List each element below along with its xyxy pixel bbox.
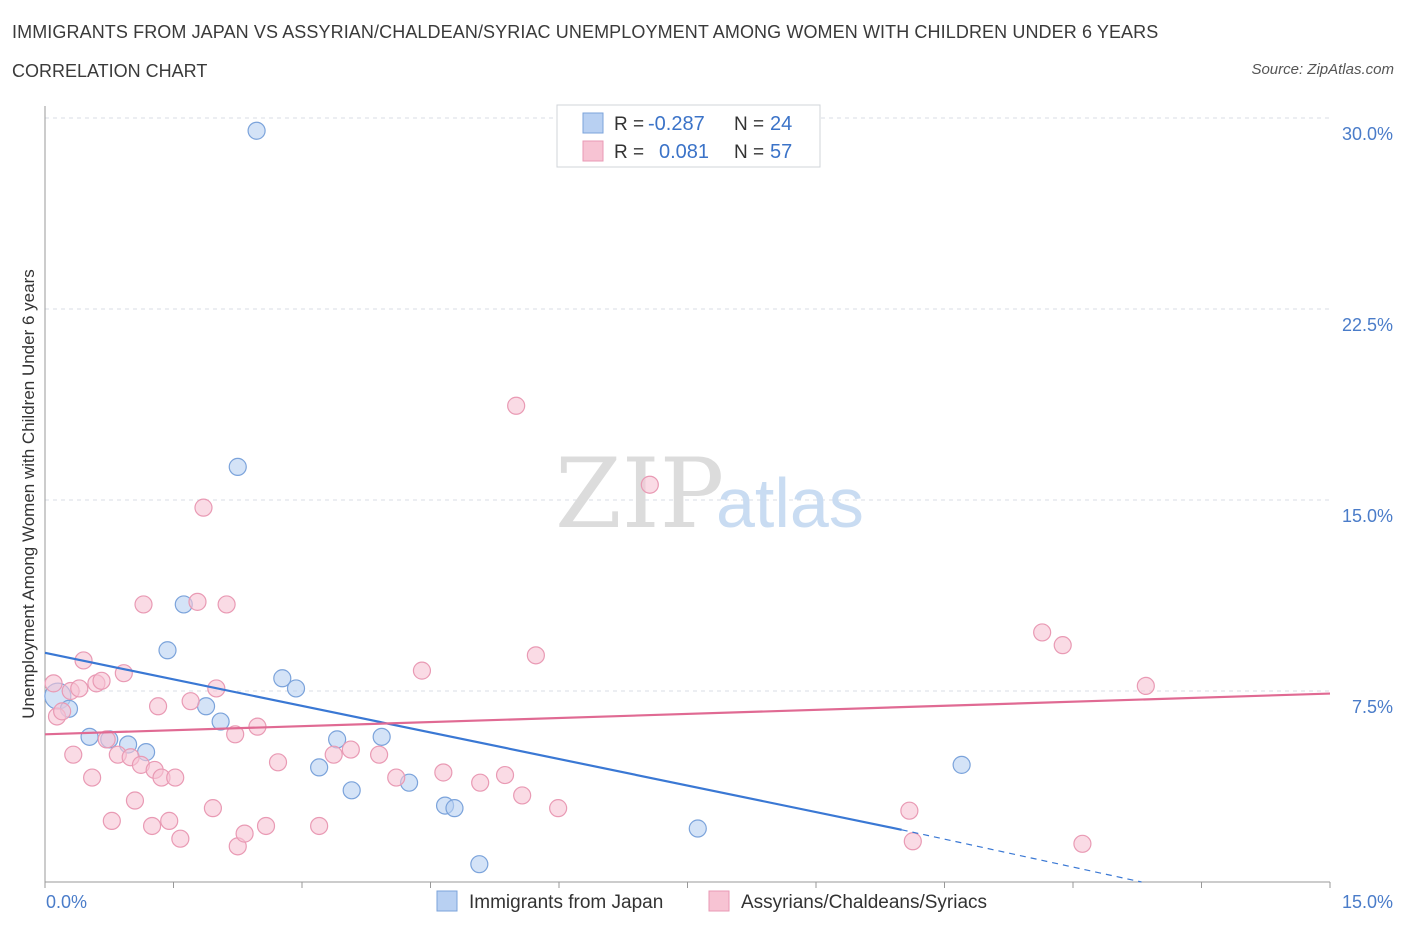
assyrian-point-26 [188,592,207,611]
japan-point-6 [158,641,177,660]
assyrian-point-45 [495,765,515,785]
assyrian-point-40 [370,745,389,764]
bottom-legend-label-pink: Assyrians/Chaldeans/Syriacs [741,892,987,913]
assyrian-point-49 [549,799,568,818]
legend-n-value-1: 24 [770,113,792,135]
assyrian-point-15 [125,791,145,810]
watermark: ZIP atlas [555,438,864,550]
x-tick-label-1: 15.0% [1342,892,1393,912]
data-points [44,121,1155,874]
assyrian-point-2 [53,702,72,721]
assyrian-point-33 [235,824,254,843]
assyrian-point-31 [226,725,245,744]
assyrian-point-18 [142,816,162,836]
assyrian-point-35 [256,816,276,836]
assyrian-point-36 [268,753,288,772]
assyrian-point-50 [640,475,659,494]
legend-r-value-2: 0.081 [659,141,709,163]
source-label: Source: ZipAtlas.com [1251,61,1394,78]
y-tick-labels: 7.5% 15.0% 22.5% 30.0% [1342,124,1393,717]
assyrian-point-37 [310,816,329,836]
assyrian-point-30 [217,595,236,614]
legend-n-label-2: N = [734,142,764,163]
japan-point-10 [228,457,247,476]
assyrian-trendline [44,692,1331,736]
assyrian-point-20 [148,697,168,716]
assyrian-point-55 [1073,834,1092,853]
assyrian-point-43 [434,763,453,782]
axes [44,106,1331,888]
gridlines [45,117,1330,692]
japan-point-9 [211,712,230,731]
japan-point-21 [470,855,489,874]
watermark-zip: ZIP [555,438,724,550]
japan-point-17 [372,727,391,746]
chart-title: IMMIGRANTS FROM JAPAN VS ASSYRIAN/CHALDE… [12,22,1159,42]
assyrian-point-48 [526,646,545,665]
assyrian-point-23 [166,768,185,787]
assyrian-point-5 [70,679,89,698]
assyrian-point-24 [171,829,190,848]
japan-point-22 [688,819,707,838]
bottom-legend-swatch-blue [436,890,458,912]
watermark-atlas: atlas [716,464,864,542]
legend-swatch-blue [582,112,604,134]
assyrian-point-54 [1053,636,1072,655]
trendlines [44,651,1331,883]
assyrian-point-4 [64,745,83,764]
assyrian-point-25 [181,692,200,711]
legend-n-value-2: 57 [770,141,792,163]
bottom-legend: Immigrants from Japan Assyrians/Chaldean… [436,890,987,913]
x-tick-labels: 0.0% 15.0% [46,892,1393,912]
assyrian-point-53 [1033,623,1052,642]
japan-point-11 [247,121,266,140]
y-tick-label-0: 7.5% [1352,697,1393,717]
assyrian-point-39 [341,740,360,759]
assyrian-point-47 [513,786,532,805]
assyrian-point-38 [324,745,343,764]
chart-subtitle: CORRELATION CHART [12,61,208,81]
assyrian-point-7 [83,768,102,787]
y-tick-label-1: 15.0% [1342,506,1393,526]
y-tick-label-3: 30.0% [1342,124,1393,144]
assyrian-point-27 [194,498,213,517]
legend-swatch-pink [582,140,604,162]
assyrian-point-41 [387,768,406,787]
japan-point-8 [196,697,216,716]
assyrian-point-56 [1136,676,1155,696]
assyrian-point-10 [97,730,116,749]
japan-trendline [44,651,902,831]
assyrian-point-44 [471,773,490,792]
assyrian-point-17 [134,595,153,614]
assyrian-point-46 [507,396,526,415]
japan-point-12 [273,669,292,688]
assyrian-point-52 [903,832,922,851]
x-tick-label-0: 0.0% [46,892,87,912]
japan-point-14 [310,758,329,777]
assyrian-point-28 [203,799,223,818]
assyrian-point-11 [102,811,121,830]
japan-point-2 [80,727,99,746]
japan-point-13 [286,679,306,698]
assyrian-point-42 [412,661,432,680]
assyrian-point-22 [160,811,179,830]
bottom-legend-swatch-pink [708,890,730,912]
japan-trendline-extension [901,829,1142,883]
y-tick-label-2: 22.5% [1342,315,1393,335]
bottom-legend-label-blue: Immigrants from Japan [469,892,663,913]
legend-r-label-1: R = [614,114,644,135]
top-legend: R = -0.287 N = 24 R = 0.081 N = 57 [556,104,821,168]
japan-point-16 [342,781,361,800]
legend-n-label-1: N = [734,114,764,135]
legend-r-value-1: -0.287 [648,113,705,135]
assyrian-point-9 [92,671,111,690]
y-axis-label: Unemployment Among Women with Children U… [19,269,38,718]
japan-point-20 [445,799,464,818]
assyrian-point-51 [900,801,919,820]
japan-point-23 [952,755,971,774]
legend-r-label-2: R = [614,142,644,163]
assyrian-point-0 [44,674,63,693]
